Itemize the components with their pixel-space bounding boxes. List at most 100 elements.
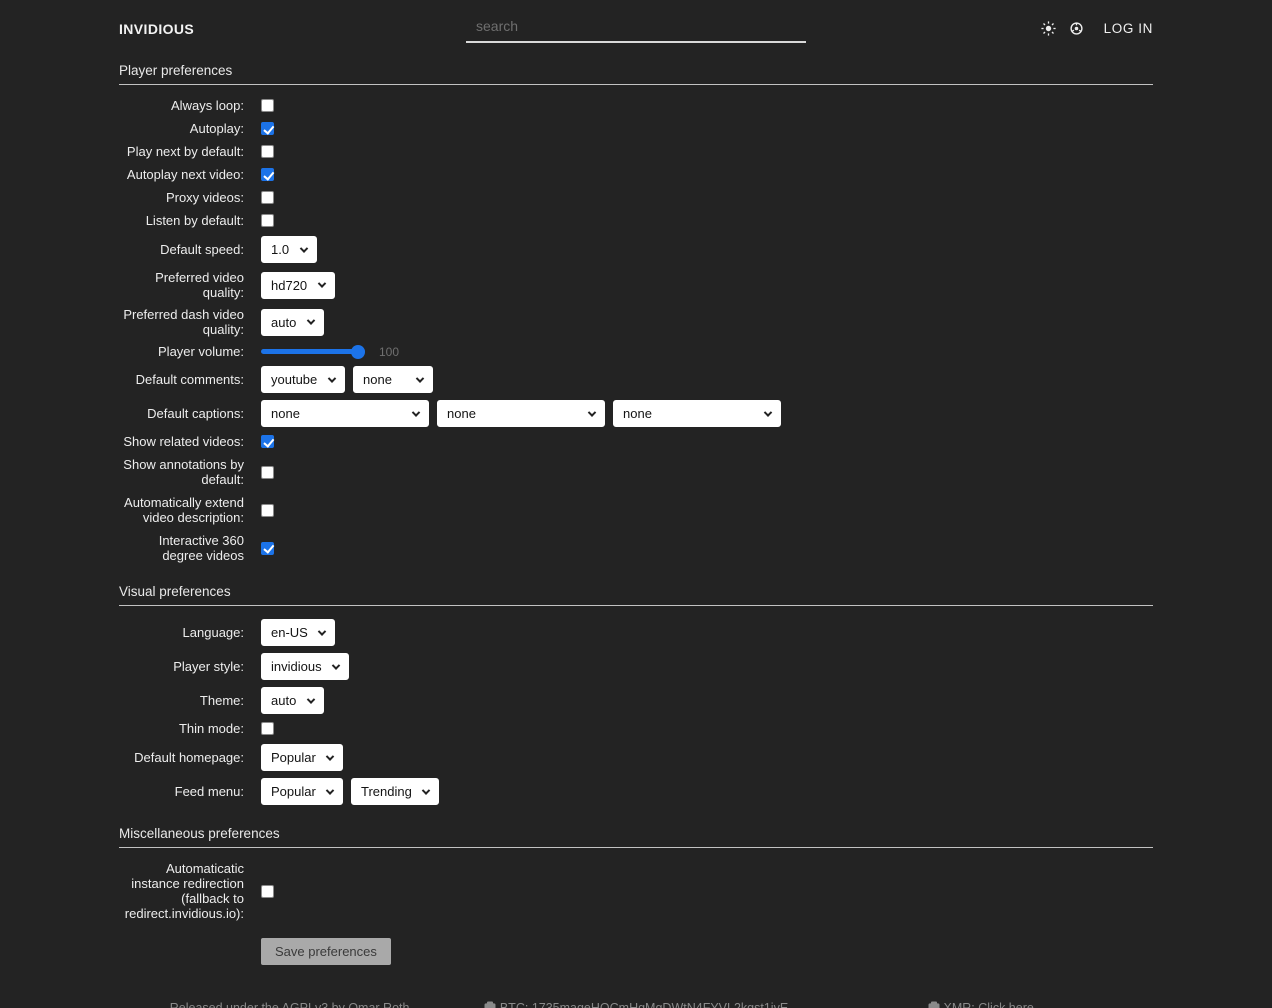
interactive-360-videos-checkbox[interactable] <box>261 541 274 555</box>
pref-row-preferred-dash-quality: Preferred dash video quality: auto <box>119 307 1153 337</box>
footer-license-column: Released under the AGPLv3 by Omar Roth. … <box>119 1001 464 1008</box>
feed-menu-select-1[interactable]: Popular <box>261 778 343 805</box>
pref-row-auto-redirect: Automaticatic instance redirection (fall… <box>119 861 1153 921</box>
preferred-dash-quality-select[interactable]: auto <box>261 308 324 336</box>
proxy-videos-checkbox[interactable] <box>261 191 274 204</box>
default-comments-select-1[interactable]: youtube <box>261 366 345 393</box>
search-form <box>466 14 806 43</box>
autoplay-next-checkbox[interactable] <box>261 168 274 181</box>
pref-label: Theme: <box>199 693 244 708</box>
pref-label: Preferred dash video quality: <box>123 307 244 337</box>
sun-icon[interactable] <box>1041 21 1056 36</box>
btc-address-link[interactable]: 1735mageHQCmHgMgDWtN4FYVL2kgst1jvE <box>531 1001 789 1008</box>
footer-donate-js-column: BTC: 1735mageHQCmHgMgDWtN4FYVL2kgst1jvE … <box>464 1001 809 1008</box>
pref-row-default-captions: Default captions: none none none <box>119 400 1153 427</box>
pref-label: Language: <box>182 625 244 640</box>
default-captions-select-1[interactable]: none <box>261 400 429 427</box>
pref-row-theme: Theme: auto <box>119 687 1153 714</box>
extend-video-description-checkbox[interactable] <box>261 503 274 517</box>
pref-label: Feed menu: <box>174 784 244 799</box>
search-input[interactable] <box>466 14 806 43</box>
always-loop-checkbox[interactable] <box>261 99 274 112</box>
pref-label: Proxy videos: <box>165 190 244 205</box>
footer: Released under the AGPLv3 by Omar Roth. … <box>119 1001 1153 1008</box>
theme-select[interactable]: auto <box>261 687 324 714</box>
pref-label: Default homepage: <box>134 750 244 765</box>
default-comments-select-2[interactable]: none <box>353 366 433 393</box>
pref-row-listen-default: Listen by default: <box>119 213 1153 228</box>
pref-label: Preferred video quality: <box>155 270 244 300</box>
pref-row-thin-mode: Thin mode: <box>119 721 1153 736</box>
pref-row-preferred-quality: Preferred video quality: hd720 <box>119 270 1153 300</box>
page-container: INVIDIOUS <box>119 0 1153 1008</box>
pref-row-default-comments: Default comments: youtube none <box>119 366 1153 393</box>
auto-instance-redirect-checkbox[interactable] <box>261 884 274 898</box>
pref-row-proxy-videos: Proxy videos: <box>119 190 1153 205</box>
pref-label: Interactive 360 degree videos <box>158 533 244 563</box>
show-related-videos-checkbox[interactable] <box>261 435 274 448</box>
section-divider <box>119 605 1153 606</box>
player-volume-slider[interactable] <box>261 349 365 354</box>
pref-label: Player style: <box>173 659 244 674</box>
pref-row-feed-menu: Feed menu: Popular Trending <box>119 778 1153 805</box>
pref-label: Listen by default: <box>145 213 244 228</box>
log-in-link[interactable]: LOG IN <box>1103 21 1153 36</box>
logo-wrap: INVIDIOUS <box>119 21 466 37</box>
section-title-misc-preferences: Miscellaneous preferences <box>119 826 280 841</box>
preferred-video-quality-select[interactable]: hd720 <box>261 271 335 299</box>
pref-row-player-volume: Player volume: 100 <box>119 344 1153 359</box>
pref-label: Autoplay next video: <box>126 167 244 182</box>
default-captions-select-3[interactable]: none <box>613 400 781 427</box>
default-captions-select-2[interactable]: none <box>437 400 605 427</box>
thin-mode-checkbox[interactable] <box>261 722 274 735</box>
section-divider <box>119 847 1153 848</box>
pref-row-play-next: Play next by default: <box>119 144 1153 159</box>
pref-label: Play next by default: <box>126 144 244 159</box>
pref-label: Always loop: <box>171 98 244 113</box>
default-homepage-select[interactable]: Popular <box>261 744 343 771</box>
section-title-visual-preferences: Visual preferences <box>119 584 231 599</box>
player-style-select[interactable]: invidious <box>261 653 349 680</box>
pref-row-default-speed: Default speed: 1.0 <box>119 236 1153 263</box>
pref-row-language: Language: en-US <box>119 619 1153 646</box>
feed-menu-select-2[interactable]: Trending <box>351 778 439 805</box>
xmr-click-here-link[interactable]: Click here <box>978 1001 1034 1008</box>
default-speed-select[interactable]: 1.0 <box>261 236 317 263</box>
pref-row-autoplay-next: Autoplay next video: <box>119 167 1153 182</box>
save-row: Save preferences <box>119 938 1153 965</box>
show-annotations-checkbox[interactable] <box>261 465 274 479</box>
pref-row-player-style: Player style: invidious <box>119 653 1153 680</box>
section-title-player-preferences: Player preferences <box>119 63 233 78</box>
save-preferences-button[interactable]: Save preferences <box>261 938 391 965</box>
pref-label: Default captions: <box>147 406 244 421</box>
gear-icon[interactable] <box>1069 21 1084 36</box>
footer-license-text: Released under the AGPLv3 by Omar Roth. <box>169 1001 413 1008</box>
pref-label: Show related videos: <box>123 434 244 449</box>
language-select[interactable]: en-US <box>261 619 335 646</box>
btc-label: BTC: <box>499 1001 529 1008</box>
pref-row-extend-description: Automatically extend video description: <box>119 495 1153 525</box>
pref-label: Automaticatic instance redirection (fall… <box>124 861 244 921</box>
pref-label: Player volume: <box>158 344 244 359</box>
pref-label: Automatically extend video description: <box>124 495 244 525</box>
btc-wallet-icon <box>484 1001 496 1008</box>
pref-label: Show annotations by default: <box>123 457 244 487</box>
pref-row-default-homepage: Default homepage: Popular <box>119 744 1153 771</box>
pref-label: Thin mode: <box>178 721 244 736</box>
autoplay-checkbox[interactable] <box>261 122 274 135</box>
top-navbar: INVIDIOUS <box>119 0 1153 43</box>
pref-row-autoplay: Autoplay: <box>119 121 1153 136</box>
section-divider <box>119 84 1153 85</box>
player-volume-value: 100 <box>379 344 400 359</box>
header-right: LOG IN <box>806 21 1153 36</box>
pref-label: Autoplay: <box>189 121 244 136</box>
invidious-logo[interactable]: INVIDIOUS <box>119 20 195 37</box>
pref-row-vr-mode: Interactive 360 degree videos <box>119 533 1153 563</box>
play-next-checkbox[interactable] <box>261 145 274 158</box>
pref-row-annotations: Show annotations by default: <box>119 457 1153 487</box>
xmr-label: XMR: <box>943 1001 975 1008</box>
pref-row-related-videos: Show related videos: <box>119 434 1153 449</box>
xmr-wallet-icon <box>928 1001 940 1008</box>
pref-label: Default comments: <box>135 372 244 387</box>
listen-by-default-checkbox[interactable] <box>261 214 274 227</box>
